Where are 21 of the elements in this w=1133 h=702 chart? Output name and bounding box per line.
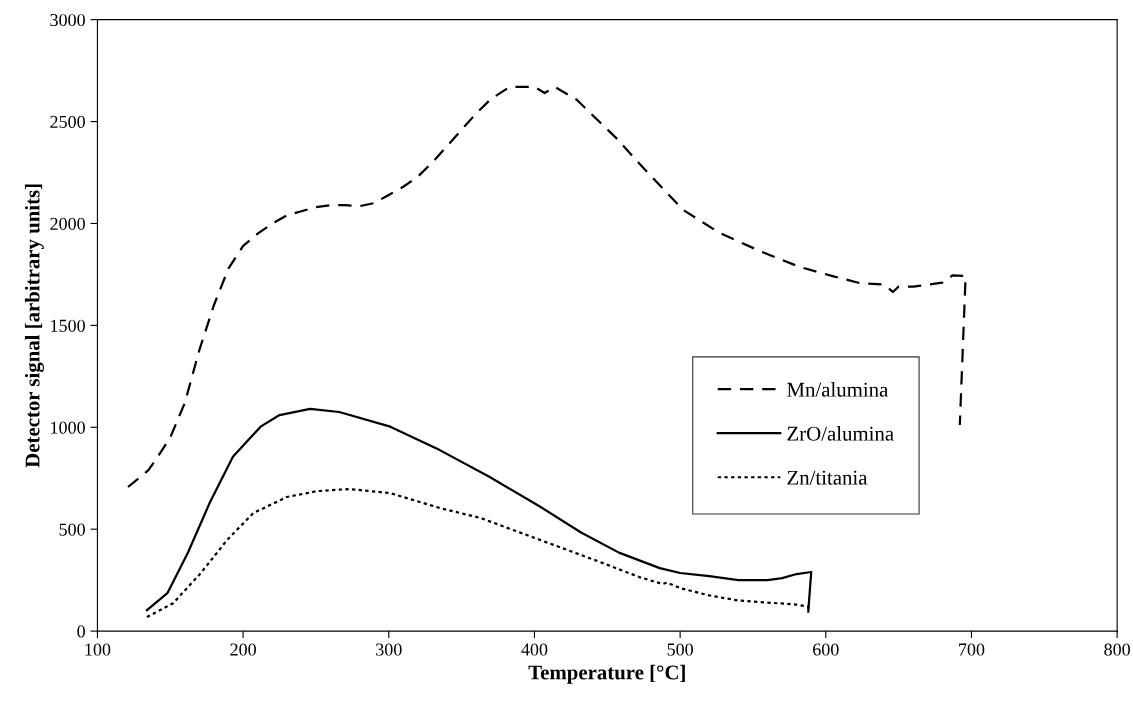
- x-axis-title: Temperature [°C]: [528, 664, 685, 684]
- x-tick-label: 700: [959, 643, 985, 656]
- legend-label: Zn/titania: [787, 470, 868, 485]
- y-tick-label: 0: [77, 625, 85, 638]
- y-tick-label: 3000: [50, 13, 85, 27]
- legend-label: ZrO/alumina: [787, 426, 894, 441]
- legend-label: Mn/alumina: [787, 382, 889, 397]
- x-tick-label: 600: [813, 643, 839, 656]
- x-tick-label: 400: [521, 643, 548, 656]
- y-tick-label: 1000: [51, 421, 85, 434]
- x-tick-label: 300: [376, 643, 402, 656]
- x-tick-label: 500: [667, 643, 693, 656]
- y-tick-label: 500: [59, 523, 85, 536]
- line-series: [126, 85, 967, 489]
- y-tick-label: 2500: [50, 115, 85, 129]
- x-tick-label: 100: [85, 643, 111, 656]
- y-tick-label: 2000: [50, 217, 85, 230]
- x-tick-label: 200: [230, 643, 256, 656]
- y-tick-label: 1500: [51, 319, 85, 332]
- x-tick-label: 800: [1104, 643, 1130, 656]
- y-axis-title: Detector signal [arbitrary units]: [24, 184, 44, 468]
